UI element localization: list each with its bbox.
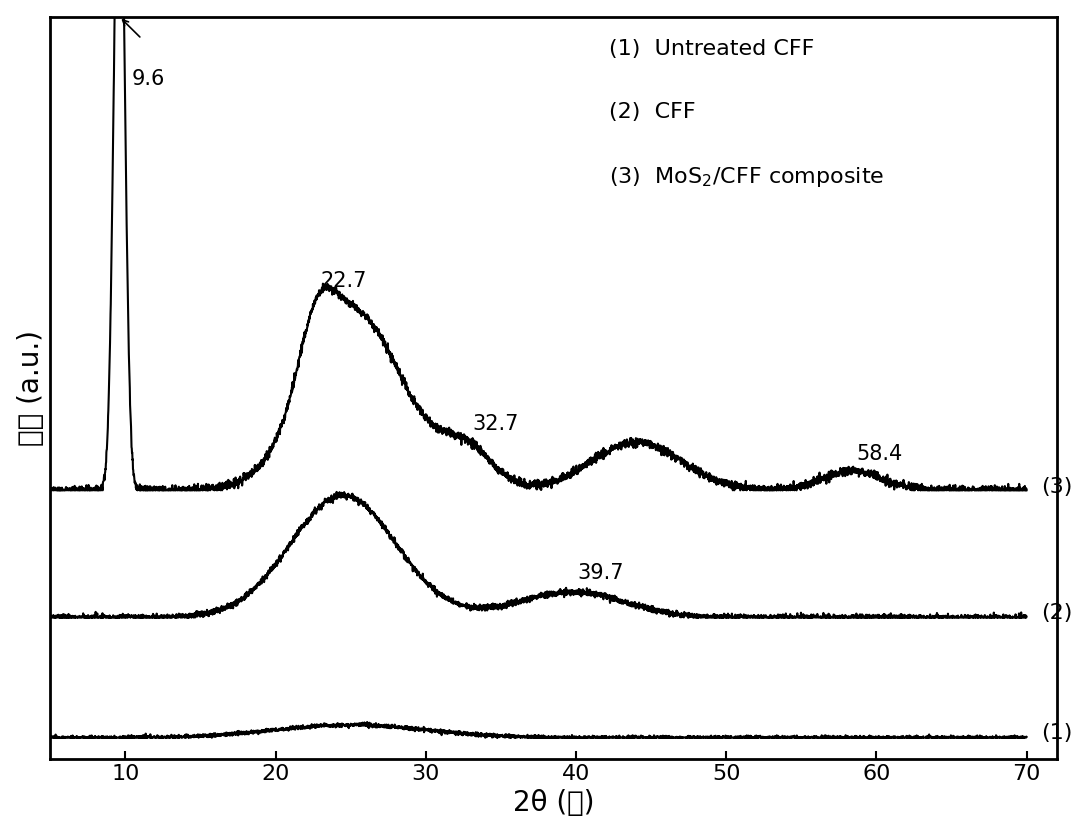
Y-axis label: 强度 (a.u.): 强度 (a.u.)	[16, 329, 45, 446]
Text: (3)  MoS$_2$/CFF composite: (3) MoS$_2$/CFF composite	[608, 165, 885, 189]
X-axis label: 2θ (度): 2θ (度)	[512, 789, 594, 817]
Text: 22.7: 22.7	[321, 271, 367, 291]
Text: (1): (1)	[1042, 723, 1073, 743]
Text: (3): (3)	[1042, 477, 1073, 497]
Text: (2): (2)	[1042, 603, 1073, 623]
Text: 58.4: 58.4	[857, 445, 903, 465]
Text: (2)  CFF: (2) CFF	[608, 102, 696, 122]
Text: 32.7: 32.7	[473, 414, 519, 435]
Text: 9.6: 9.6	[131, 68, 165, 88]
Text: (1)  Untreated CFF: (1) Untreated CFF	[608, 39, 815, 59]
Text: 39.7: 39.7	[578, 563, 624, 583]
